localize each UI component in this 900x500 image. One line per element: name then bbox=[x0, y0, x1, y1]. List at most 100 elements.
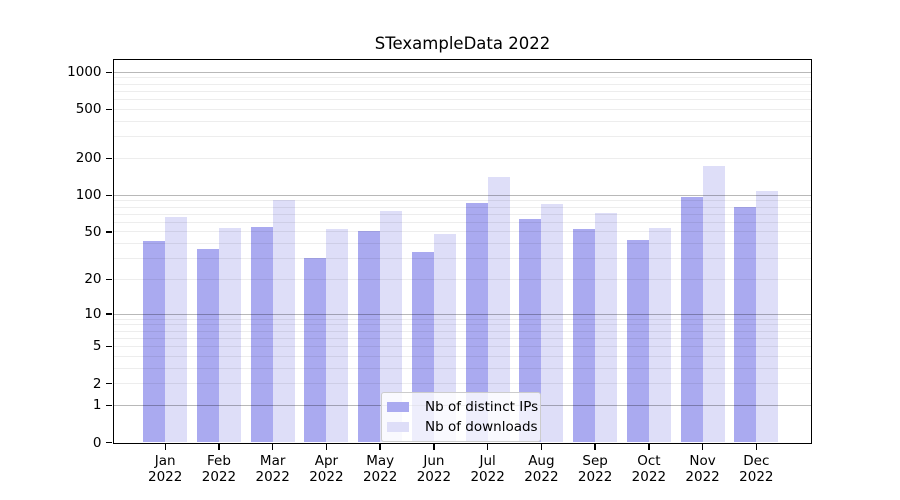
bar-distinct-ips bbox=[519, 218, 542, 443]
legend-swatch-downloads bbox=[387, 421, 409, 433]
y-tick-mark bbox=[106, 108, 112, 111]
y-tick-mark bbox=[106, 404, 112, 407]
y-tick-mark bbox=[106, 278, 112, 281]
x-tick-mark bbox=[594, 444, 596, 450]
y-tick-mark bbox=[106, 441, 112, 444]
bar-distinct-ips bbox=[734, 207, 757, 443]
bar-distinct-ips bbox=[143, 240, 166, 443]
gridline bbox=[113, 206, 811, 208]
gridline bbox=[113, 136, 811, 138]
gridline bbox=[113, 243, 811, 244]
gridline bbox=[113, 99, 811, 101]
gridline bbox=[113, 120, 811, 122]
y-tick-label: 200 bbox=[75, 150, 102, 167]
gridline bbox=[113, 194, 811, 196]
x-tick-mark bbox=[271, 444, 274, 450]
y-tick-mark bbox=[106, 231, 112, 233]
bar-downloads bbox=[648, 227, 671, 443]
x-tick-label: Oct 2022 bbox=[631, 452, 667, 486]
y-tick-label: 500 bbox=[75, 101, 102, 118]
y-tick-label: 1000 bbox=[67, 64, 102, 81]
y-tick-label: 1 bbox=[92, 397, 102, 414]
bar-downloads bbox=[756, 191, 779, 443]
bars-layer bbox=[114, 60, 811, 443]
gridline bbox=[113, 367, 811, 369]
bar-distinct-ips bbox=[626, 239, 649, 443]
legend-label-downloads: Nb of downloads bbox=[425, 419, 538, 435]
y-tick-mark bbox=[106, 157, 112, 159]
bar-downloads bbox=[487, 177, 510, 443]
y-tick-label: 20 bbox=[84, 271, 102, 288]
x-tick-mark bbox=[164, 444, 166, 450]
x-tick-label: Dec 2022 bbox=[739, 452, 774, 486]
gridline bbox=[113, 355, 811, 357]
y-tick-mark bbox=[106, 382, 112, 385]
axis-layer: 0 1 2 5 10 20 50 100 200 500 1000 Jan 2022 Feb 2022 Mar… bbox=[67, 60, 811, 485]
bar-distinct-ips bbox=[304, 258, 327, 443]
chart-title: STexampleData 2022 bbox=[374, 34, 551, 53]
gridline bbox=[113, 278, 811, 280]
bar-distinct-ips bbox=[196, 249, 219, 443]
bar-downloads bbox=[326, 228, 349, 443]
gridline bbox=[113, 108, 811, 110]
y-tick-label: 10 bbox=[84, 306, 102, 322]
gridline bbox=[113, 213, 811, 215]
x-tick-label: Feb 2022 bbox=[201, 452, 237, 486]
x-tick-label: Sep 2022 bbox=[577, 452, 613, 486]
gridline bbox=[113, 257, 811, 259]
gridline bbox=[113, 318, 811, 320]
bar-downloads bbox=[702, 166, 725, 443]
bar-downloads bbox=[165, 217, 188, 443]
bar-distinct-ips bbox=[358, 230, 381, 443]
bar-downloads bbox=[272, 200, 295, 443]
x-tick-mark bbox=[648, 444, 650, 450]
gridline bbox=[113, 231, 811, 233]
gridline bbox=[113, 345, 811, 347]
bar-distinct-ips bbox=[250, 226, 273, 443]
bar-downloads bbox=[380, 211, 403, 443]
y-tick-mark bbox=[106, 345, 112, 348]
gridline bbox=[113, 200, 811, 202]
gridline bbox=[113, 83, 811, 85]
y-tick-mark bbox=[106, 313, 112, 315]
gridline bbox=[113, 221, 811, 223]
x-tick-label: May 2022 bbox=[362, 452, 398, 486]
gridline bbox=[113, 90, 811, 92]
y-tick-label: 50 bbox=[84, 223, 102, 240]
legend-row-distinct-ips: Nb of distinct IPs bbox=[387, 397, 538, 417]
bar-downloads bbox=[595, 212, 618, 443]
bar-downloads bbox=[433, 233, 456, 443]
x-tick-label: Mar 2022 bbox=[255, 452, 290, 486]
gridline bbox=[113, 324, 811, 326]
x-tick-label: Nov 2022 bbox=[685, 452, 720, 486]
legend-label-distinct-ips: Nb of distinct IPs bbox=[425, 399, 539, 415]
gridline bbox=[113, 337, 811, 339]
grid-layer bbox=[113, 60, 811, 443]
y-tick-label: 5 bbox=[92, 338, 102, 355]
y-tick-mark bbox=[106, 71, 112, 73]
y-tick-label: 0 bbox=[92, 434, 102, 451]
y-tick-label: 100 bbox=[75, 187, 102, 204]
x-tick-mark bbox=[379, 444, 381, 450]
bar-downloads bbox=[218, 227, 241, 443]
gridline bbox=[113, 77, 811, 79]
gridline bbox=[113, 157, 811, 159]
x-tick-label: Aug 2022 bbox=[524, 452, 559, 486]
y-tick-label: 2 bbox=[92, 375, 102, 392]
legend-row-downloads: Nb of downloads bbox=[387, 417, 538, 437]
gridline bbox=[113, 330, 811, 332]
legend: Nb of distinct IPs Nb of downloads bbox=[381, 392, 541, 442]
gridline bbox=[113, 383, 811, 385]
x-tick-label: Jun 2022 bbox=[416, 452, 452, 486]
x-tick-mark bbox=[540, 444, 543, 450]
bar-downloads bbox=[541, 203, 564, 443]
gridline bbox=[113, 313, 811, 315]
bar-distinct-ips bbox=[680, 197, 703, 443]
x-tick-mark bbox=[433, 444, 435, 450]
y-tick-mark bbox=[106, 194, 112, 196]
legend-swatch-distinct-ips bbox=[387, 401, 409, 413]
plot-area: 0 1 2 5 10 20 50 100 200 500 1000 Jan 2022 Feb 2022 Mar… bbox=[67, 58, 812, 485]
x-tick-label: Apr 2022 bbox=[309, 452, 344, 486]
x-tick-mark bbox=[755, 444, 758, 450]
